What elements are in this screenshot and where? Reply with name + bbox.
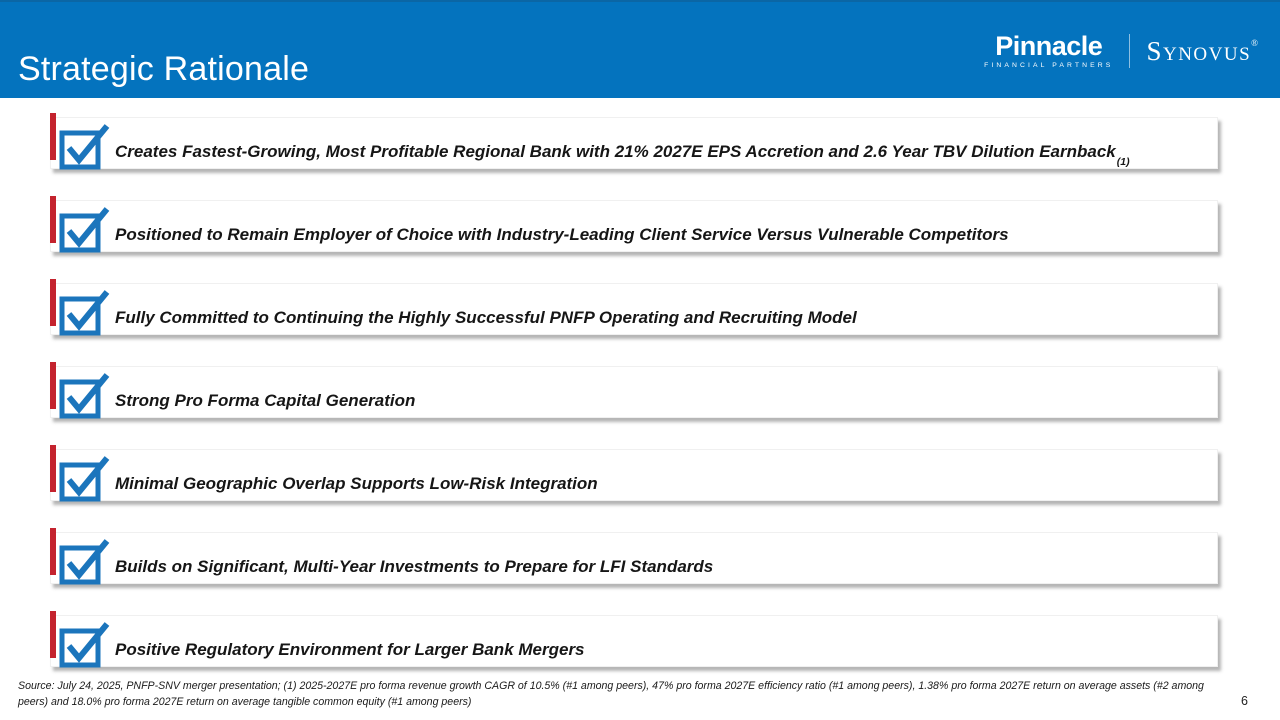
bullet-card: Positive Regulatory Environment for Larg… bbox=[50, 611, 1218, 668]
bullet-list: Creates Fastest-Growing, Most Profitable… bbox=[50, 113, 1218, 698]
bullet-text: Strong Pro Forma Capital Generation bbox=[115, 391, 416, 410]
red-accent-bar bbox=[50, 279, 56, 326]
pinnacle-logo: Pinnacle FINANCIAL PARTNERS bbox=[984, 30, 1114, 70]
synovus-wordmark: Synovus bbox=[1146, 35, 1252, 66]
red-accent-bar bbox=[50, 113, 56, 160]
synovus-logo: Synovus® bbox=[1146, 35, 1258, 66]
checkmark-box-icon bbox=[59, 207, 110, 253]
checkmark-box-icon bbox=[59, 373, 110, 419]
pinnacle-subtitle: FINANCIAL PARTNERS bbox=[984, 61, 1114, 69]
bullet-text: Minimal Geographic Overlap Supports Low-… bbox=[115, 474, 598, 493]
bullet-text: Builds on Significant, Multi-Year Invest… bbox=[115, 557, 714, 576]
source-footnote: Source: July 24, 2025, PNFP-SNV merger p… bbox=[18, 680, 1204, 708]
red-accent-bar bbox=[50, 196, 56, 243]
registered-trademark-symbol: ® bbox=[1251, 37, 1258, 48]
checkmark-box-icon bbox=[59, 290, 110, 336]
bullet-card: Positioned to Remain Employer of Choice … bbox=[50, 196, 1218, 253]
logo-block: Pinnacle FINANCIAL PARTNERS Synovus® bbox=[984, 28, 1258, 74]
bullet-text: Positioned to Remain Employer of Choice … bbox=[115, 225, 1009, 244]
bullet-card: Fully Committed to Continuing the Highly… bbox=[50, 279, 1218, 336]
red-accent-bar bbox=[50, 362, 56, 409]
red-accent-bar bbox=[50, 528, 56, 575]
page-title: Strategic Rationale bbox=[18, 50, 310, 88]
checkmark-box-icon bbox=[59, 622, 110, 668]
bullet-card: Minimal Geographic Overlap Supports Low-… bbox=[50, 445, 1218, 502]
bullet-card: Strong Pro Forma Capital Generation bbox=[50, 362, 1218, 419]
pinnacle-wordmark: Pinnacle bbox=[995, 30, 1103, 61]
page-number: 6 bbox=[1241, 694, 1248, 708]
red-accent-bar bbox=[50, 611, 56, 658]
red-accent-bar bbox=[50, 445, 56, 492]
logo-divider bbox=[1129, 34, 1131, 68]
bullet-text: Positive Regulatory Environment for Larg… bbox=[115, 640, 585, 659]
checkmark-box-icon bbox=[59, 456, 110, 502]
checkmark-box-icon bbox=[59, 124, 110, 170]
checkmark-box-icon bbox=[59, 539, 110, 585]
slide-header: Strategic Rationale Pinnacle FINANCIAL P… bbox=[0, 0, 1280, 98]
bullet-card: Creates Fastest-Growing, Most Profitable… bbox=[50, 113, 1218, 170]
bullet-text: Creates Fastest-Growing, Most Profitable… bbox=[115, 142, 1130, 168]
bullet-card: Builds on Significant, Multi-Year Invest… bbox=[50, 528, 1218, 585]
bullet-text: Fully Committed to Continuing the Highly… bbox=[115, 308, 857, 327]
